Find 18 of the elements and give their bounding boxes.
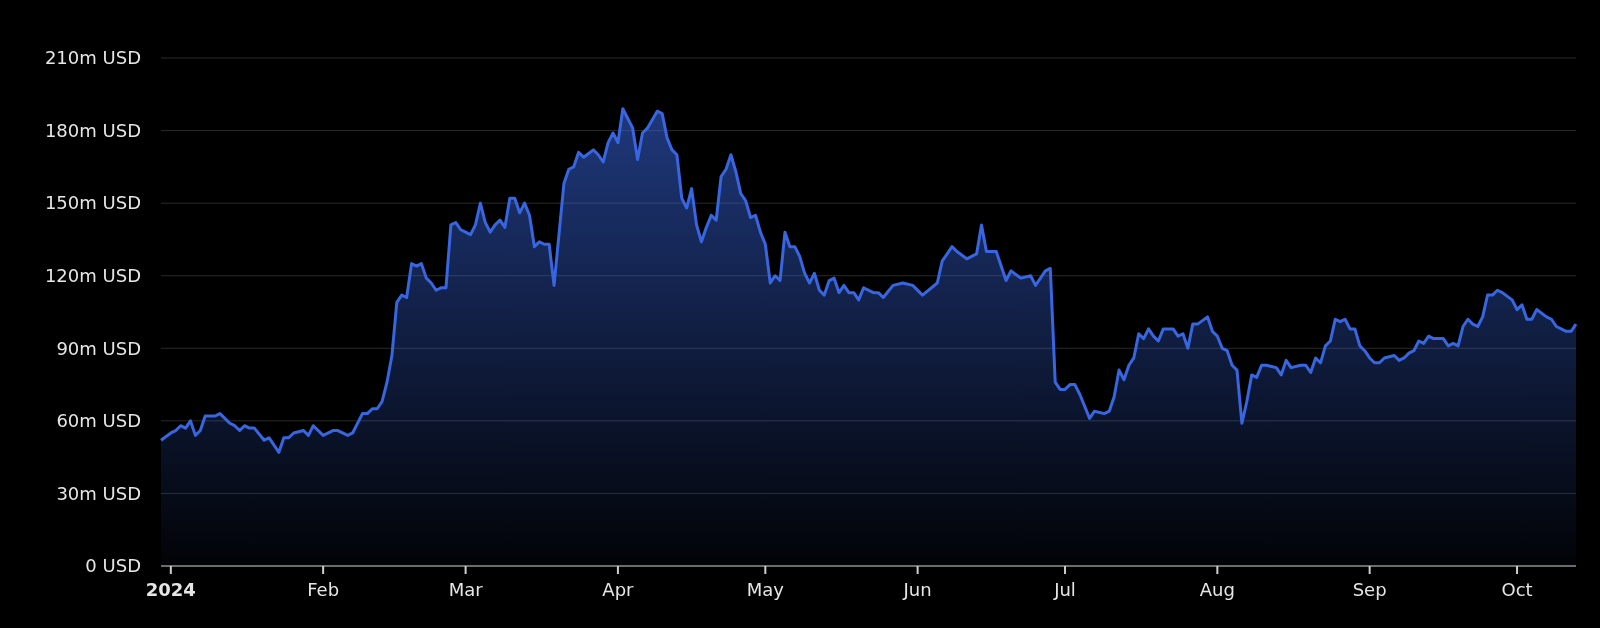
x-tick-label: Jun	[902, 579, 932, 600]
x-tick-label: May	[746, 579, 785, 600]
x-tick-label: Aug	[1199, 579, 1235, 600]
x-tick-label: 2024	[145, 579, 196, 600]
y-tick-label: 210m USD	[44, 47, 141, 69]
y-tick-label: 90m USD	[56, 337, 141, 359]
y-tick-label: 0 USD	[85, 555, 141, 577]
x-tick-label: Oct	[1501, 579, 1533, 600]
x-tick-label: Apr	[602, 579, 635, 600]
y-tick-label: 150m USD	[44, 192, 141, 214]
y-tick-label: 30m USD	[56, 482, 141, 504]
x-tick-label: Feb	[307, 579, 340, 600]
y-tick-label: 60m USD	[56, 410, 141, 432]
y-tick-label: 180m USD	[44, 119, 141, 141]
x-tick-label: Jul	[1053, 579, 1076, 600]
y-tick-label: 120m USD	[44, 265, 141, 287]
x-tick-label: Sep	[1352, 579, 1387, 600]
x-tick-label: Mar	[448, 579, 484, 600]
